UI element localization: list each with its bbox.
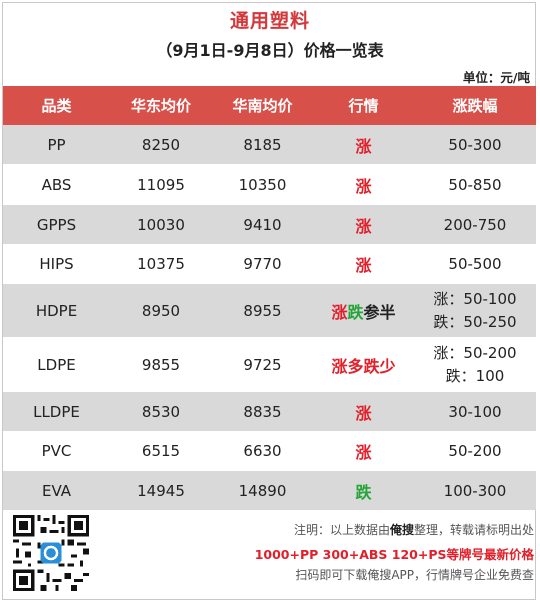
cell-range: 100-300 xyxy=(414,471,536,510)
cell-east: 14945 xyxy=(110,471,212,510)
table-row: ABS 11095 10350 涨 50-850 xyxy=(3,164,536,205)
cell-south: 10350 xyxy=(212,164,313,205)
header-south-price: 华南均价 xyxy=(212,86,313,125)
table-row: PP 8250 8185 涨 50-300 xyxy=(3,125,536,164)
cell-east: 8950 xyxy=(110,284,212,337)
cell-name: GPPS xyxy=(3,205,110,244)
page-title: 通用塑料 xyxy=(229,10,310,32)
cell-south: 8955 xyxy=(212,284,313,337)
footer-note-a: 注明：以上数据由 xyxy=(293,523,390,537)
table-row: GPPS 10030 9410 涨 200-750 xyxy=(3,205,536,244)
table-row: LDPE 9855 9725 涨多跌少 涨：50-200 跌：100 xyxy=(3,337,536,392)
price-table: 品类 华东均价 华南均价 行情 涨跌幅 PP 8250 8185 涨 50-30… xyxy=(3,86,536,510)
cell-south: 9410 xyxy=(212,205,313,244)
cell-name: ABS xyxy=(3,164,110,205)
cell-east: 6515 xyxy=(110,431,212,471)
range-fall: 跌：50-250 xyxy=(433,312,517,331)
header-trend: 行情 xyxy=(313,86,414,125)
cell-south: 8835 xyxy=(212,392,313,431)
cell-name: HIPS xyxy=(3,244,110,284)
cell-name: PP xyxy=(3,125,110,164)
footer-scan-hint: 扫码即可下载俺搜APP，行情牌号企业免费查 xyxy=(295,568,534,582)
cell-name: PVC xyxy=(3,431,110,471)
cell-trend: 跌 xyxy=(313,471,414,510)
cell-trend: 涨跌参半 xyxy=(313,284,414,337)
table-row: EVA 14945 14890 跌 100-300 xyxy=(3,471,536,510)
cell-south: 9725 xyxy=(212,337,313,392)
header-category: 品类 xyxy=(3,86,110,125)
footer-note: 注明：以上数据由俺搜整理，转载请标明出处 xyxy=(0,521,534,538)
cell-south: 14890 xyxy=(212,471,313,510)
cell-name: EVA xyxy=(3,471,110,510)
cell-trend: 涨 xyxy=(313,244,414,284)
cell-range: 涨：50-100 跌：50-250 xyxy=(414,284,536,337)
range-rise: 涨：50-200 xyxy=(433,343,517,362)
cell-trend: 涨 xyxy=(313,125,414,164)
cell-east: 8530 xyxy=(110,392,212,431)
footer-promo: 1000+PP 300+ABS 120+PS等牌号最新价格 xyxy=(254,547,534,562)
cell-south: 6630 xyxy=(212,431,313,471)
trend-fall: 跌 xyxy=(347,302,364,322)
trend-mixed: 参半 xyxy=(363,302,396,322)
table-header-row: 品类 华东均价 华南均价 行情 涨跌幅 xyxy=(3,86,536,125)
cell-trend: 涨 xyxy=(313,431,414,471)
cell-trend: 涨多跌少 xyxy=(313,337,414,392)
header-east-price: 华东均价 xyxy=(110,86,212,125)
header-range: 涨跌幅 xyxy=(414,86,536,125)
cell-range: 50-850 xyxy=(414,164,536,205)
cell-south: 8185 xyxy=(212,125,313,164)
cell-east: 8250 xyxy=(110,125,212,164)
table-row: LLDPE 8530 8835 涨 30-100 xyxy=(3,392,536,431)
cell-trend: 涨 xyxy=(313,392,414,431)
table-row: HIPS 10375 9770 涨 50-500 xyxy=(3,244,536,284)
cell-south: 9770 xyxy=(212,244,313,284)
trend-rise: 涨 xyxy=(331,302,348,322)
cell-range: 200-750 xyxy=(414,205,536,244)
cell-name: LLDPE xyxy=(3,392,110,431)
cell-range: 50-200 xyxy=(414,431,536,471)
cell-east: 11095 xyxy=(110,164,212,205)
cell-east: 10030 xyxy=(110,205,212,244)
cell-name: HDPE xyxy=(3,284,110,337)
page-subtitle: （9月1日-9月8日）价格一览表 xyxy=(156,41,384,60)
footer-note-b: 整理，转载请标明出处 xyxy=(413,523,534,537)
range-rise: 涨：50-100 xyxy=(433,289,517,308)
cell-range: 50-500 xyxy=(414,244,536,284)
cell-name: LDPE xyxy=(3,337,110,392)
cell-east: 10375 xyxy=(110,244,212,284)
cell-east: 9855 xyxy=(110,337,212,392)
footer-brand: 俺搜 xyxy=(389,523,414,537)
qr-code-icon[interactable] xyxy=(13,515,89,591)
range-fall: 跌：100 xyxy=(445,366,505,385)
table-row: PVC 6515 6630 涨 50-200 xyxy=(3,431,536,471)
cell-range: 50-300 xyxy=(414,125,536,164)
unit-label: 单位：元/吨 xyxy=(462,70,530,85)
cell-range: 涨：50-200 跌：100 xyxy=(414,337,536,392)
cell-trend: 涨 xyxy=(313,164,414,205)
cell-range: 30-100 xyxy=(414,392,536,431)
table-row: HDPE 8950 8955 涨跌参半 涨：50-100 跌：50-250 xyxy=(3,284,536,337)
cell-trend: 涨 xyxy=(313,205,414,244)
